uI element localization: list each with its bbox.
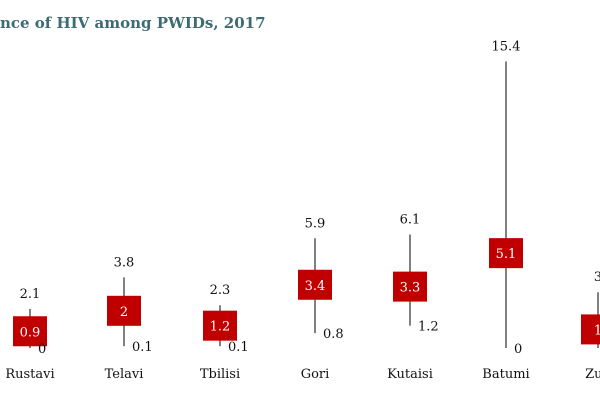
point-estimate-marker (489, 238, 523, 269)
category-label: Zug (585, 367, 600, 382)
upper-bound-label: 3 (594, 270, 600, 285)
upper-bound-label: 6.1 (400, 213, 421, 228)
point-estimate-label: 0.9 (20, 325, 41, 340)
upper-bound-label: 3.8 (114, 255, 135, 270)
point-estimate-label: 3.3 (400, 281, 421, 296)
point-estimate-label: 5.1 (496, 247, 517, 262)
category-label: Batumi (482, 367, 529, 382)
category-label: Tbilisi (200, 367, 240, 382)
lower-bound-label: 1.2 (418, 320, 439, 335)
upper-bound-label: 5.9 (305, 216, 326, 231)
point-estimate-marker (581, 314, 600, 345)
lower-bound-label: 0.8 (323, 327, 344, 342)
category-label: Kutaisi (387, 367, 433, 382)
point-estimate-label: 1.2 (210, 320, 231, 335)
category-label: Telavi (105, 367, 144, 382)
lower-bound-label: 0.1 (228, 340, 249, 355)
upper-bound-label: 2.1 (20, 287, 41, 302)
point-estimate-marker (203, 310, 237, 341)
point-estimate-marker (393, 271, 427, 302)
lower-bound-label: 0 (514, 342, 522, 357)
point-estimate-marker (13, 316, 47, 347)
point-estimate-label: 3.4 (305, 279, 326, 294)
chart-title: nce of HIV among PWIDs, 2017 (0, 14, 266, 32)
upper-bound-label: 2.3 (210, 283, 231, 298)
point-estimate-label: 2 (120, 305, 128, 320)
lower-bound-label: 0.1 (132, 340, 153, 355)
category-label: Rustavi (5, 367, 54, 382)
upper-bound-label: 15.4 (492, 40, 521, 55)
lower-bound-label: 0 (38, 342, 46, 357)
point-estimate-label: 1 (594, 323, 600, 338)
point-estimate-marker (107, 295, 141, 326)
point-estimate-marker (298, 269, 332, 300)
category-label: Gori (301, 367, 330, 382)
